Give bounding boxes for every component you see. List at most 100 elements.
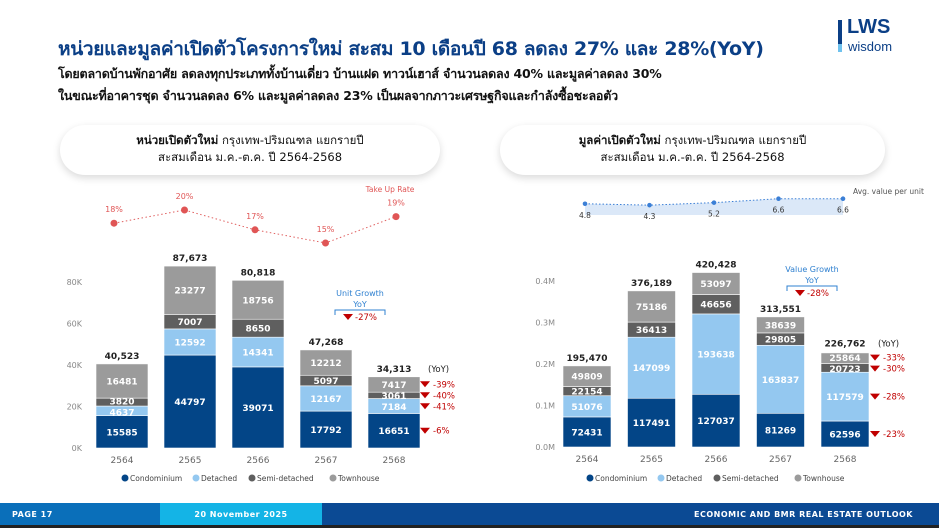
x-tick-label: 2568 — [834, 455, 857, 465]
growth-value: -27% — [355, 313, 377, 323]
avg-value-band — [585, 198, 843, 215]
down-triangle-icon — [343, 314, 353, 320]
units-chart-title: หน่วยเปิดตัวใหม่ กรุงเทพ-ปริมณฑล แยกรายป… — [60, 125, 440, 175]
avg-value-label: 5.2 — [708, 210, 720, 219]
growth-title: Unit Growth — [336, 289, 384, 298]
bar-total-label: 313,551 — [760, 305, 801, 315]
bar-segment-condominium — [231, 366, 285, 449]
bar-value-label: 117491 — [633, 419, 671, 429]
legend-label-condominium: Condominium — [130, 474, 182, 483]
avg-value-label: 4.3 — [644, 212, 656, 221]
page-number: PAGE 17 — [0, 503, 160, 525]
bar-value-label: 46656 — [700, 301, 731, 311]
take-up-rate-label: 19% — [387, 199, 405, 208]
x-tick-label: 2567 — [315, 456, 338, 466]
bar-segment-townhouse — [163, 265, 217, 315]
yoy-value: -41% — [433, 402, 455, 412]
avg-value-point — [711, 200, 717, 205]
x-tick-label: 2566 — [247, 456, 270, 466]
yoy-value: -28% — [883, 393, 905, 403]
legend-label-semi-detached: Semi-detached — [257, 474, 314, 483]
down-triangle-icon — [420, 427, 430, 434]
down-triangle-icon — [870, 431, 880, 438]
bar-value-label: 22154 — [571, 388, 602, 398]
x-tick-label: 2566 — [705, 455, 728, 465]
bar-total-label: 34,313 — [377, 365, 412, 375]
take-up-rate-title: Take Up Rate — [365, 185, 415, 194]
page-title: หน่วยและมูลค่าเปิดตัวโครงการใหม่ สะสม 10… — [58, 38, 764, 60]
take-up-rate-point — [110, 219, 118, 227]
bar-total-label: 195,470 — [567, 354, 608, 364]
yoy-value: -39% — [433, 380, 455, 390]
bar-total-label: 420,428 — [696, 261, 737, 271]
legend-marker — [192, 474, 200, 482]
bar-value-label: 20723 — [829, 365, 860, 375]
bar-segment-detached — [627, 336, 676, 399]
down-triangle-icon — [870, 354, 880, 361]
take-up-rate-point — [251, 226, 259, 234]
x-tick-label: 2565 — [640, 455, 663, 465]
bar-value-label: 18756 — [242, 296, 273, 306]
bar-value-label: 51076 — [571, 403, 602, 413]
bar-segment-condominium — [562, 416, 612, 448]
avg-value-label: 4.8 — [579, 211, 591, 220]
bar-value-label: 3820 — [109, 397, 134, 407]
down-triangle-icon — [795, 290, 805, 296]
take-up-rate-label: 18% — [105, 205, 123, 214]
bar-segment-condominium — [163, 354, 217, 449]
footer: PAGE 17 20 November 2025 ECONOMIC AND BM… — [0, 503, 939, 528]
growth-subtitle: YoY — [804, 276, 819, 285]
down-triangle-icon — [420, 381, 430, 388]
bar-value-label: 81269 — [765, 427, 796, 437]
growth-title: Value Growth — [785, 265, 838, 274]
bar-value-label: 7007 — [177, 318, 202, 328]
down-triangle-icon — [870, 393, 880, 400]
y-tick-label: 0.0M — [535, 443, 555, 452]
growth-value: -28% — [807, 289, 829, 299]
bar-value-label: 147099 — [633, 364, 671, 374]
bar-segment-townhouse — [627, 290, 676, 323]
bar-segment-detached — [299, 385, 353, 412]
avg-value-title: Avg. value per unit — [853, 187, 924, 196]
legend-marker — [794, 474, 802, 482]
y-tick-label: 0.3M — [535, 319, 555, 328]
yoy-header: (YoY) — [428, 365, 449, 375]
down-triangle-icon — [420, 403, 430, 410]
bar-value-label: 53097 — [700, 280, 731, 290]
y-tick-label: 60K — [67, 320, 83, 329]
bar-segment-townhouse — [756, 316, 805, 334]
legend-marker — [329, 474, 337, 482]
value-chart-title: มูลค่าเปิดตัวใหม่ กรุงเทพ-ปริมณฑล แยกราย… — [500, 125, 885, 175]
avg-value-label: 6.6 — [837, 206, 849, 215]
bar-value-label: 127037 — [697, 417, 735, 427]
down-triangle-icon — [870, 365, 880, 372]
subtitle-line-2: ในขณะที่อาคารชุด จำนวนลดลง 6% และมูลค่าล… — [58, 88, 618, 103]
bar-segment-townhouse — [231, 280, 285, 320]
yoy-value: -33% — [883, 354, 905, 364]
bar-value-label: 72431 — [571, 428, 602, 438]
x-tick-label: 2565 — [179, 456, 202, 466]
bar-segment-townhouse — [820, 352, 870, 364]
bar-value-label: 193638 — [697, 351, 735, 361]
bar-value-label: 44797 — [174, 398, 205, 408]
growth-bracket — [334, 309, 386, 315]
bar-value-label: 14341 — [242, 349, 273, 359]
y-tick-label: 0.4M — [535, 277, 555, 286]
bar-total-label: 87,673 — [173, 254, 208, 264]
legend-label-detached: Detached — [201, 474, 237, 483]
bar-value-label: 12167 — [310, 395, 341, 405]
bar-segment-detached — [820, 371, 870, 422]
legend-marker — [121, 474, 129, 482]
growth-subtitle: YoY — [352, 300, 367, 309]
x-tick-label: 2568 — [383, 456, 406, 466]
growth-bracket — [786, 285, 838, 291]
bar-value-label: 12212 — [310, 359, 341, 369]
bar-total-label: 47,268 — [309, 338, 344, 348]
take-up-rate-point — [322, 239, 329, 247]
yoy-value: -30% — [883, 365, 905, 375]
footer-outlook: ECONOMIC AND BMR REAL ESTATE OUTLOOK — [694, 510, 913, 519]
bar-value-label: 36413 — [636, 326, 667, 336]
bar-value-label: 25864 — [829, 354, 860, 364]
bar-value-label: 16651 — [378, 427, 409, 437]
